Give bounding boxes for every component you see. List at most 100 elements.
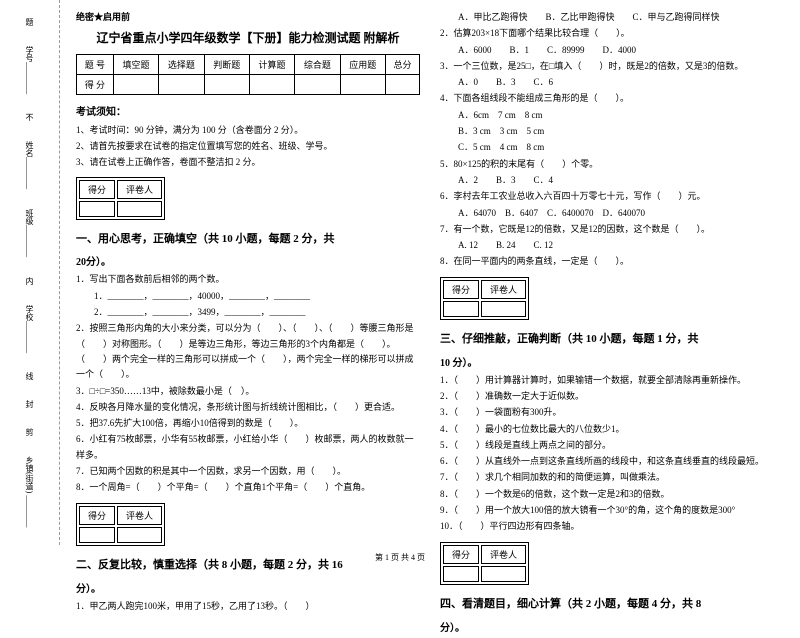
q-item: 6．李村去年工农业总收入六百四十万零七十元，写作（ ）元。 [440, 189, 784, 204]
q-item: 10．（ ）平行四边形有四条轴。 [440, 519, 784, 534]
q-item: A．甲比乙跑得快 B．乙比甲跑得快 C．甲与乙跑得同样快 [440, 10, 784, 25]
section-1-questions: 1．写出下面各数前后相邻的两个数。 1．________，________，40… [76, 272, 420, 495]
td [113, 75, 158, 95]
grade-box: 得分 评卷人 [440, 542, 529, 585]
grade-c1: 得分 [79, 506, 115, 525]
grade-box: 得分 评卷人 [440, 277, 529, 320]
section-4-title: 四、看清题目，细心计算（共 2 小题，每题 4 分，共 8 [440, 598, 701, 610]
q-item: 9．（ ）用一个放大100倍的放大镜看一个30°的角，这个角的度数是300° [440, 503, 784, 518]
q-item: 1．写出下面各数前后相邻的两个数。 [76, 272, 420, 287]
binding-field-name: 姓名________ [24, 141, 35, 189]
q-item: 3．□÷□=350……13中，被除数最小是（ ）。 [76, 384, 420, 399]
q-item: A．64070 B．6407 C．6400070 D．640070 [440, 206, 784, 221]
binding-seal: 封 [24, 400, 35, 408]
binding-field-school: 学校________ [24, 305, 35, 353]
q-item: 1．（ ）用计算器计算时，如果输错一个数据，就要全部清除再重新操作。 [440, 373, 784, 388]
grade-box: 得分 评卷人 [76, 177, 165, 220]
section-3-title: 三、仔细推敲，正确判断（共 10 小题，每题 1 分，共 [440, 333, 699, 345]
grade-c1: 得分 [443, 280, 479, 299]
notice-title: 考试须知： [76, 103, 420, 118]
td [295, 75, 340, 95]
q-item: 7．有一个数，它既是12的倍数，又是12的因数，这个数是（ ）。 [440, 222, 784, 237]
th: 总分 [385, 55, 419, 75]
q-item: 5．80×125的积的末尾有（ ）个零。 [440, 157, 784, 172]
td [340, 75, 385, 95]
notice-item: 2、请首先按要求在试卷的指定位置填写您的姓名、班级、学号。 [76, 138, 420, 154]
grade-c2: 评卷人 [117, 180, 162, 199]
section-1-tail: 20分）。 [76, 253, 420, 272]
q-item: 8．一个周角=（ ）个平角=（ ）个直角1个平角=（ ）个直角。 [76, 480, 420, 495]
binding-field-id: 学号________ [24, 46, 35, 94]
binding-inner: 内 [24, 277, 35, 285]
section-2-q1: 1．甲乙两人跑完100米，甲用了15秒，乙用了13秒。（ ） [76, 599, 420, 614]
td [204, 75, 249, 95]
left-column: 绝密★启用前 辽宁省重点小学四年级数学【下册】能力检测试题 附解析 题 号 填空… [76, 10, 420, 535]
q-item: A．0 B．3 C．6 [440, 75, 784, 90]
q-item: 7．（ ）求几个相同加数的和的简便运算，叫做乘法。 [440, 470, 784, 485]
q-item: A．6000 B．1 C．89999 D．4000 [440, 43, 784, 58]
q-item: 6．（ ）从直线外一点到这条直线所画的线段中，和这条直线垂直的线段最短。 [440, 454, 784, 469]
section-3-header: 三、仔细推敲，正确判断（共 10 小题，每题 1 分，共 [440, 329, 784, 350]
content-area: 绝密★启用前 辽宁省重点小学四年级数学【下册】能力检测试题 附解析 题 号 填空… [60, 0, 800, 545]
grade-c2: 评卷人 [117, 506, 162, 525]
q-item: 2．按照三角形内角的大小来分类，可以分为（ ）、（ ）、（ ）等腰三角形是（ ）… [76, 321, 420, 382]
binding-field-class: 班级________ [24, 209, 35, 257]
section-1-title: 一、用心思考，正确填空（共 10 小题，每题 2 分，共 [76, 233, 335, 245]
td [159, 75, 204, 95]
q-item: 3．一个三位数，是25□，在□填入（ ）时，既是2的倍数，又是3的倍数。 [440, 59, 784, 74]
table-row: 题 号 填空题 选择题 判断题 计算题 综合题 应用题 总分 [77, 55, 420, 75]
score-table: 题 号 填空题 选择题 判断题 计算题 综合题 应用题 总分 得 分 [76, 54, 420, 95]
page-footer: 第 1 页 共 4 页 [0, 552, 800, 563]
section-1-header: 一、用心思考，正确填空（共 10 小题，每题 2 分，共 [76, 229, 420, 250]
q-item: 5．（ ）线段是直线上两点之间的部分。 [440, 438, 784, 453]
grade-c2: 评卷人 [481, 280, 526, 299]
q-item: A．2 B．3 C．4 [440, 173, 784, 188]
td [249, 75, 294, 95]
q-item: 5．把37.6先扩大100倍，再缩小10倍得到的数是（ ）。 [76, 416, 420, 431]
q-item: 4．下面各组线段不能组成三角形的是（ ）。 [440, 91, 784, 106]
table-row: 得 分 [77, 75, 420, 95]
th: 应用题 [340, 55, 385, 75]
td [385, 75, 419, 95]
binding-ti: 题 [24, 18, 35, 26]
section-3-tail: 10 分）。 [440, 354, 784, 373]
q-item: A. 12 B. 24 C. 12 [440, 238, 784, 253]
secret-line: 绝密★启用前 [76, 10, 420, 23]
page: 题 学号________ 不 姓名________ 班级________ 内 学… [0, 0, 800, 545]
page-title: 辽宁省重点小学四年级数学【下册】能力检测试题 附解析 [76, 29, 420, 46]
binding-line: 线 [24, 372, 35, 380]
q-item: 4．反映各月降水量的变化情况，条形统计图与折线统计图相比，（ ）更合适。 [76, 400, 420, 415]
grade-c1: 得分 [79, 180, 115, 199]
q-item: 6．小红有75枚邮票，小华有55枚邮票，小红给小华（ ）枚邮票，两人的枚数就一样… [76, 432, 420, 463]
q-item: 3．（ ）一袋面粉有300升。 [440, 405, 784, 420]
th: 计算题 [249, 55, 294, 75]
q-item: 4．（ ）最小的七位数比最大的八位数少1。 [440, 422, 784, 437]
q-item: C．5 cm 4 cm 8 cm [440, 140, 784, 155]
binding-no: 不 [24, 113, 35, 121]
section-3-questions: 1．（ ）用计算器计算时，如果输错一个数据，就要全部清除再重新操作。 2．（ ）… [440, 373, 784, 535]
q-item: 8．在同一平面内的两条直线，一定是（ ）。 [440, 254, 784, 269]
notice-item: 1、考试时间：90 分钟，满分为 100 分（含卷面分 2 分）。 [76, 122, 420, 138]
binding-cut: 剪 [24, 428, 35, 436]
th: 选择题 [159, 55, 204, 75]
th: 判断题 [204, 55, 249, 75]
notice-item: 3、请在试卷上正确作答，卷面不整洁扣 2 分。 [76, 154, 420, 170]
q-item: 2．估算203×18下面哪个结果比较合理（ ）。 [440, 26, 784, 41]
notice-list: 1、考试时间：90 分钟，满分为 100 分（含卷面分 2 分）。 2、请首先按… [76, 122, 420, 171]
q-item: 2．（ ）准确数一定大于近似数。 [440, 389, 784, 404]
q-item: 2．________，________，3499，________，______… [76, 305, 420, 320]
binding-column: 题 学号________ 不 姓名________ 班级________ 内 学… [0, 0, 60, 545]
q-item: B．3 cm 3 cm 5 cm [440, 124, 784, 139]
right-column: A．甲比乙跑得快 B．乙比甲跑得快 C．甲与乙跑得同样快 2．估算203×18下… [440, 10, 784, 535]
section-4-tail: 分）。 [440, 619, 784, 638]
th: 综合题 [295, 55, 340, 75]
q-item: 1．________，________，40000，________，_____… [76, 289, 420, 304]
q-item: A．6cm 7 cm 8 cm [440, 108, 784, 123]
q-item: 7．已知两个因数的积是其中一个因数，求另一个因数，用（ ）。 [76, 464, 420, 479]
th: 题 号 [77, 55, 114, 75]
td: 得 分 [77, 75, 114, 95]
binding-field-town: 乡镇(街道) ________ [24, 456, 35, 527]
grade-box: 得分 评卷人 [76, 503, 165, 546]
section-4-header: 四、看清题目，细心计算（共 2 小题，每题 4 分，共 8 [440, 594, 784, 615]
right-questions-1: A．甲比乙跑得快 B．乙比甲跑得快 C．甲与乙跑得同样快 2．估算203×18下… [440, 10, 784, 270]
